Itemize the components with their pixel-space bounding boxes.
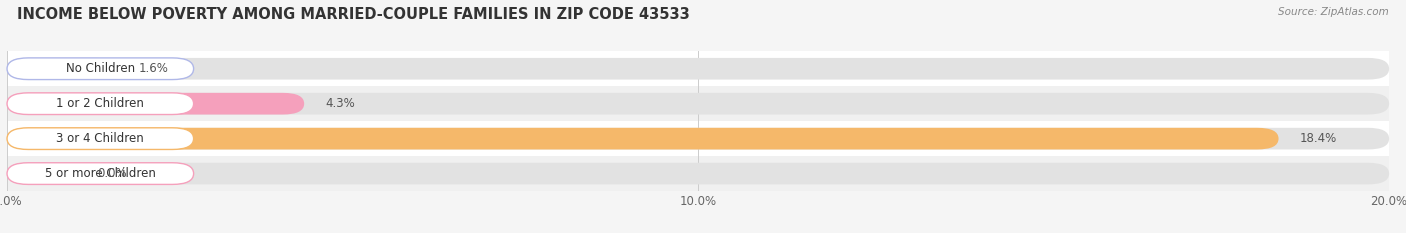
Text: 5 or more Children: 5 or more Children bbox=[45, 167, 156, 180]
FancyBboxPatch shape bbox=[7, 93, 194, 115]
FancyBboxPatch shape bbox=[7, 128, 194, 150]
FancyBboxPatch shape bbox=[7, 51, 1389, 86]
FancyBboxPatch shape bbox=[7, 93, 1389, 115]
FancyBboxPatch shape bbox=[7, 163, 76, 185]
FancyBboxPatch shape bbox=[7, 121, 1389, 156]
Text: 1 or 2 Children: 1 or 2 Children bbox=[56, 97, 145, 110]
FancyBboxPatch shape bbox=[7, 163, 194, 185]
FancyBboxPatch shape bbox=[7, 156, 1389, 191]
Text: 4.3%: 4.3% bbox=[325, 97, 354, 110]
FancyBboxPatch shape bbox=[7, 58, 118, 80]
Text: INCOME BELOW POVERTY AMONG MARRIED-COUPLE FAMILIES IN ZIP CODE 43533: INCOME BELOW POVERTY AMONG MARRIED-COUPL… bbox=[17, 7, 689, 22]
Text: 1.6%: 1.6% bbox=[138, 62, 169, 75]
FancyBboxPatch shape bbox=[7, 93, 304, 115]
Text: No Children: No Children bbox=[66, 62, 135, 75]
Text: 0.0%: 0.0% bbox=[97, 167, 127, 180]
Text: 18.4%: 18.4% bbox=[1299, 132, 1337, 145]
FancyBboxPatch shape bbox=[7, 128, 1389, 150]
FancyBboxPatch shape bbox=[7, 128, 1278, 150]
FancyBboxPatch shape bbox=[7, 58, 194, 80]
Text: 3 or 4 Children: 3 or 4 Children bbox=[56, 132, 145, 145]
FancyBboxPatch shape bbox=[7, 86, 1389, 121]
FancyBboxPatch shape bbox=[7, 163, 1389, 185]
FancyBboxPatch shape bbox=[7, 58, 1389, 80]
Text: Source: ZipAtlas.com: Source: ZipAtlas.com bbox=[1278, 7, 1389, 17]
